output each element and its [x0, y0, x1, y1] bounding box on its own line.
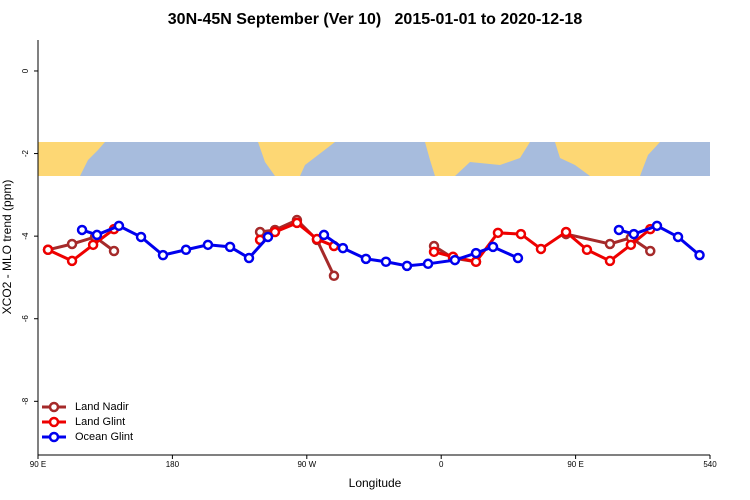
point	[291, 217, 303, 229]
point	[535, 243, 547, 255]
point	[581, 244, 593, 256]
point	[360, 253, 372, 265]
point	[224, 241, 236, 253]
point	[87, 239, 99, 251]
point	[269, 226, 281, 238]
y-tick-label: -8	[21, 397, 30, 405]
point	[672, 231, 684, 243]
point	[604, 238, 616, 250]
point	[380, 256, 392, 267]
legend-label: Ocean Glint	[75, 431, 133, 443]
land	[258, 142, 335, 176]
x-tick-label: 90 W	[297, 460, 316, 469]
point	[180, 244, 192, 256]
point	[628, 228, 640, 240]
point	[428, 246, 440, 258]
point	[262, 231, 274, 243]
legend-label: Land Nadir	[75, 401, 129, 413]
point	[318, 229, 330, 241]
point	[66, 238, 78, 250]
point	[512, 252, 524, 264]
x-tick-label: 90 E	[30, 460, 46, 469]
point	[613, 224, 625, 236]
point	[487, 241, 499, 253]
x-tick-label: 0	[439, 460, 444, 469]
land	[38, 142, 105, 176]
land	[425, 142, 530, 176]
point	[135, 231, 147, 243]
point	[42, 244, 54, 256]
x-tick-label: 90 E	[567, 460, 583, 469]
x-tick-label: 180	[166, 460, 180, 469]
x-axis-label: Longitude	[349, 476, 402, 490]
point	[76, 224, 88, 236]
y-tick-label: 0	[21, 68, 30, 73]
point	[108, 245, 120, 257]
point	[515, 228, 527, 240]
chart-title: 30N-45N September (Ver 10) 2015-01-01 to…	[168, 11, 583, 28]
legend-marker	[48, 401, 60, 413]
series-line	[47, 221, 652, 264]
y-tick-label: -6	[21, 315, 30, 323]
point	[66, 255, 78, 267]
series-line	[47, 218, 652, 277]
land	[555, 142, 660, 176]
y-tick-label: -2	[21, 149, 30, 157]
point	[422, 258, 434, 270]
legend-marker	[48, 431, 60, 443]
point	[625, 239, 637, 251]
y-tick-label: -4	[21, 232, 30, 240]
point	[243, 252, 255, 264]
point	[694, 249, 705, 261]
point	[91, 229, 103, 241]
point	[651, 220, 663, 232]
point	[560, 226, 572, 238]
y-axis-label: XCO2 - MLO trend (ppm)	[0, 180, 14, 315]
legend-marker	[48, 416, 60, 428]
x-tick-label: 540	[703, 460, 717, 469]
point	[470, 247, 482, 259]
map-band	[38, 142, 710, 176]
point	[113, 220, 125, 232]
point	[449, 254, 461, 266]
point	[337, 242, 349, 254]
point	[157, 249, 169, 261]
point	[645, 245, 656, 257]
point	[401, 260, 413, 272]
point	[202, 239, 214, 251]
point	[328, 270, 340, 282]
point	[492, 227, 504, 239]
legend-label: Land Glint	[75, 416, 125, 428]
point	[470, 256, 482, 267]
point	[604, 255, 616, 267]
